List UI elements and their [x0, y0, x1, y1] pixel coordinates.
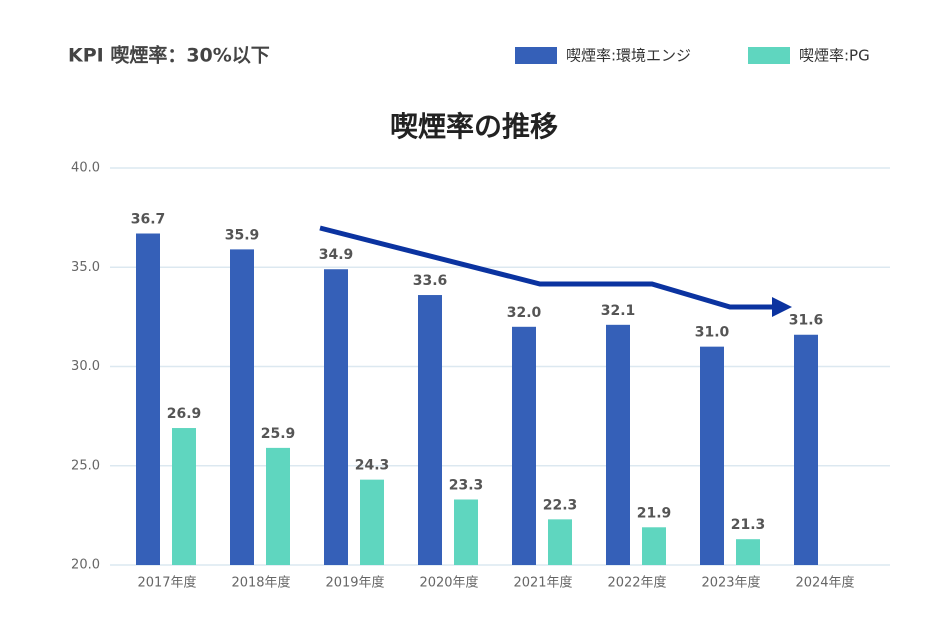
- legend-label: 喫煙率:環境エンジ: [566, 47, 691, 65]
- y-tick-label: 20.0: [71, 558, 100, 573]
- y-tick-label: 25.0: [71, 458, 100, 473]
- value-label: 24.3: [355, 458, 390, 474]
- legend-label: 喫煙率:PG: [799, 47, 870, 65]
- plot: 20.0 25.0 30.0 35.0 40.0 2017年度 36.7 26.9 2018年度…: [71, 161, 890, 591]
- bar: [736, 539, 760, 565]
- y-tick-label: 30.0: [71, 359, 100, 374]
- bar: [360, 479, 384, 565]
- y-tick-label: 40.0: [71, 161, 100, 176]
- y-tick-label: 35.0: [71, 260, 100, 275]
- x-tick-label: 2024年度: [795, 575, 854, 591]
- value-label: 25.9: [261, 426, 296, 442]
- trend-arrow: [319, 225, 792, 317]
- bar: [512, 326, 536, 565]
- bar: [700, 346, 724, 565]
- value-label: 33.6: [413, 273, 448, 289]
- x-tick-label: 2021年度: [513, 575, 572, 591]
- arrow-head: [772, 297, 792, 317]
- bar: [418, 295, 442, 565]
- value-label: 21.3: [731, 517, 766, 533]
- x-tick-label: 2023年度: [701, 575, 760, 591]
- bar: [642, 527, 666, 565]
- value-label: 31.0: [695, 325, 730, 341]
- legend-swatch: [515, 47, 557, 64]
- bar: [172, 428, 196, 565]
- value-label: 22.3: [543, 497, 578, 513]
- value-label: 32.0: [507, 305, 542, 321]
- chart-title: 喫煙率の推移: [390, 110, 558, 143]
- value-label: 23.3: [449, 477, 484, 493]
- bar: [136, 233, 160, 565]
- value-label: 31.6: [789, 313, 824, 329]
- x-tick-label: 2017年度: [137, 575, 196, 591]
- x-tick-label: 2022年度: [607, 575, 666, 591]
- value-label: 26.9: [167, 406, 202, 422]
- value-label: 35.9: [225, 227, 260, 243]
- bar: [324, 269, 348, 565]
- value-label: 36.7: [131, 212, 166, 228]
- header: KPI 喫煙率：30%以下: [68, 44, 270, 67]
- bar: [230, 249, 254, 565]
- bar: [548, 519, 572, 565]
- x-tick-label: 2019年度: [325, 575, 384, 591]
- value-label: 32.1: [601, 303, 636, 319]
- trend-line: [319, 225, 776, 310]
- value-label: 21.9: [637, 505, 672, 521]
- bar: [794, 334, 818, 565]
- bar: [266, 447, 290, 565]
- bar: [454, 499, 478, 565]
- x-tick-label: 2020年度: [419, 575, 478, 591]
- x-tick-label: 2018年度: [231, 575, 290, 591]
- value-label: 34.9: [319, 247, 354, 263]
- bar: [606, 324, 630, 565]
- legend-swatch: [748, 47, 790, 64]
